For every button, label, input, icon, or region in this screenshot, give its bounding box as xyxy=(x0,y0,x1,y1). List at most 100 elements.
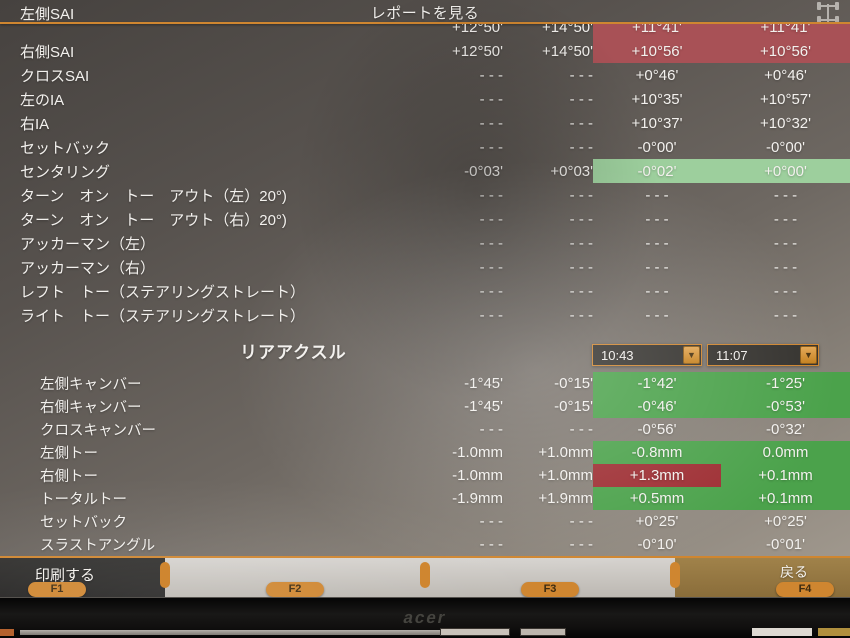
cell-spec-max: - - - xyxy=(569,138,593,156)
cell-measure-1: +10°35' xyxy=(631,90,683,108)
cell-spec-min: -1.9mm xyxy=(452,490,503,507)
cell-spec-min: -1°45' xyxy=(464,375,503,392)
row-label: ターン オン トー アウト（右）20°) xyxy=(20,211,287,229)
table-row: クロスキャンバー - - - - - - -0°56' -0°32' xyxy=(0,418,850,441)
cell-measure-1: - - - xyxy=(645,210,669,228)
table-row: ターン オン トー アウト（右）20°) - - - - - - - - - - - - xyxy=(0,207,850,231)
cell-spec-min: - - - xyxy=(479,66,503,84)
cell-measure-1: -0°02' xyxy=(593,159,721,183)
title-bar: 左側SAI レポートを見る xyxy=(0,0,850,24)
cell-measure-1: -0°10' xyxy=(637,536,677,553)
table-row: 左側SAI+12°50'+14°50'+11°41'+11°41' xyxy=(0,24,850,39)
cell-measure-2: - - - xyxy=(773,282,798,300)
cell-spec-max: - - - xyxy=(569,421,593,438)
cell-measure-1: - - - xyxy=(645,234,669,252)
cell-spec-max: +1.9mm xyxy=(538,490,593,507)
desk-object xyxy=(520,628,566,636)
table-row: トータルトー -1.9mm +1.9mm +0.5mm +0.1mm xyxy=(0,487,850,510)
cell-spec-min: - - - xyxy=(479,536,503,553)
table-row: 左側トー -1.0mm +1.0mm -0.8mm 0.0mm xyxy=(0,441,850,464)
fkey-f4-button[interactable]: F4 xyxy=(776,582,834,597)
cell-measure-1: -1°42' xyxy=(593,372,721,395)
cell-spec-max: +1.0mm xyxy=(538,467,593,484)
chevron-down-icon[interactable]: ▼ xyxy=(683,346,700,364)
row-label: 右側キャンバー xyxy=(40,400,142,416)
fkey-panel-f2[interactable]: F2 xyxy=(165,558,425,597)
table-row: スラストアングル - - - - - - -0°10' -0°01' xyxy=(0,533,850,556)
table-row: 右IA - - - - - - +10°37' +10°32' xyxy=(0,111,850,135)
fkey-f2-button[interactable]: F2 xyxy=(266,582,324,597)
row-label: ライト トー（ステアリングストレート） xyxy=(20,307,306,325)
cell-measure-2: +0.1mm xyxy=(721,464,850,487)
panel-separator xyxy=(670,562,680,588)
cell-measure-2: -1°25' xyxy=(721,372,850,395)
cell-measure-2: +10°32' xyxy=(760,114,811,132)
cell-measure-2: -0°53' xyxy=(721,395,850,418)
table-row: 右側トー -1.0mm +1.0mm +1.3mm +0.1mm xyxy=(0,464,850,487)
function-key-bar: 印刷する F1 F2 F3 戻る F4 xyxy=(0,556,850,597)
fkey-panel-label: 印刷する xyxy=(35,567,96,584)
cell-measure-2: +11°41' xyxy=(721,24,850,39)
row-label: 右側SAI xyxy=(20,43,75,61)
cell-spec-max: - - - xyxy=(569,258,593,276)
time-selector-value: 11:07 xyxy=(716,347,748,363)
cell-measure-1: -0.8mm xyxy=(593,441,721,464)
cell-spec-min: -0°03' xyxy=(464,162,503,180)
cell-spec-max: - - - xyxy=(569,114,593,132)
fkey-f1-button[interactable]: F1 xyxy=(28,582,86,597)
panel-separator xyxy=(160,562,170,588)
fkey-panel-f1[interactable]: 印刷する F1 xyxy=(0,558,165,597)
monitor-brand-logo: acer xyxy=(401,608,449,627)
table-row: 右側キャンバー -1°45' -0°15' -0°46' -0°53' xyxy=(0,395,850,418)
cell-measure-2: -0°01' xyxy=(766,536,805,553)
row-label: セットバック xyxy=(20,139,111,157)
table-row: 左のIA - - - - - - +10°35' +10°57' xyxy=(0,87,850,111)
rear-axle-section-header: リアアクスル 10:43 ▼ 11:07 ▼ xyxy=(0,330,850,370)
desk-object xyxy=(440,628,510,636)
cell-spec-min: - - - xyxy=(479,114,503,132)
fkey-panel-f3[interactable]: F3 xyxy=(425,558,675,597)
front-axle-table: 左側SAI+12°50'+14°50'+11°41'+11°41' 右側SAI +1… xyxy=(0,24,850,326)
row-label: 右IA xyxy=(20,115,50,133)
row-label: トータルトー xyxy=(40,492,127,508)
cell-measure-1: +10°56' xyxy=(593,39,721,63)
table-row: クロスSAI - - - - - - +0°46' +0°46' xyxy=(0,63,850,87)
cell-spec-min: - - - xyxy=(479,421,503,438)
fkey-panel-f4[interactable]: 戻る F4 xyxy=(675,558,850,597)
cell-measure-1: - - - xyxy=(645,282,669,300)
cell-spec-min: +12°50' xyxy=(452,24,503,36)
table-row: アッカーマン（右） - - - - - - - - - - - - xyxy=(0,255,850,279)
measurement-time-selector-1[interactable]: 10:43 ▼ xyxy=(592,344,702,366)
cell-measure-1: -0°00' xyxy=(637,138,677,156)
row-label: センタリング xyxy=(20,163,111,181)
cell-measure-2: -0°32' xyxy=(766,421,805,438)
cell-measure-2: +0°25' xyxy=(764,513,807,530)
table-row: センタリング -0°03' +0°03' -0°02' +0°00' xyxy=(0,159,850,183)
cell-spec-max: - - - xyxy=(569,66,593,84)
row-label: クロスSAI xyxy=(20,67,90,85)
cell-spec-max: - - - xyxy=(569,282,593,300)
cell-measure-1: - - - xyxy=(645,186,669,204)
panel-separator xyxy=(420,562,430,588)
monitor-bezel: acer xyxy=(0,597,850,638)
cell-spec-min: +12°50' xyxy=(452,42,503,60)
cell-measure-2: +10°57' xyxy=(760,90,811,108)
fkey-panel-label: 戻る xyxy=(780,564,808,580)
cell-spec-min: - - - xyxy=(479,90,503,108)
cell-spec-max: -0°15' xyxy=(554,398,593,415)
row-label: ターン オン トー アウト（左）20°) xyxy=(20,187,287,205)
table-row: レフト トー（ステアリングストレート） - - - - - - - - - - - - xyxy=(0,279,850,303)
cell-measure-2: +0.1mm xyxy=(721,487,850,510)
chevron-down-icon[interactable]: ▼ xyxy=(800,346,817,364)
row-label: 左側キャンバー xyxy=(40,377,142,393)
alignment-report-screen: 左側SAI レポートを見る xyxy=(0,0,850,597)
fkey-f3-button[interactable]: F3 xyxy=(521,582,579,597)
cell-spec-max: +14°50' xyxy=(542,42,593,60)
row-label: 左側SAI xyxy=(20,6,75,23)
table-row: ターン オン トー アウト（左）20°) - - - - - - - - - - - - xyxy=(0,183,850,207)
measurement-time-selector-2[interactable]: 11:07 ▼ xyxy=(707,344,819,366)
rear-axle-title: リアアクスル xyxy=(240,343,347,362)
row-label: セットバック xyxy=(40,515,127,531)
cell-spec-max: +0°03' xyxy=(550,162,593,180)
